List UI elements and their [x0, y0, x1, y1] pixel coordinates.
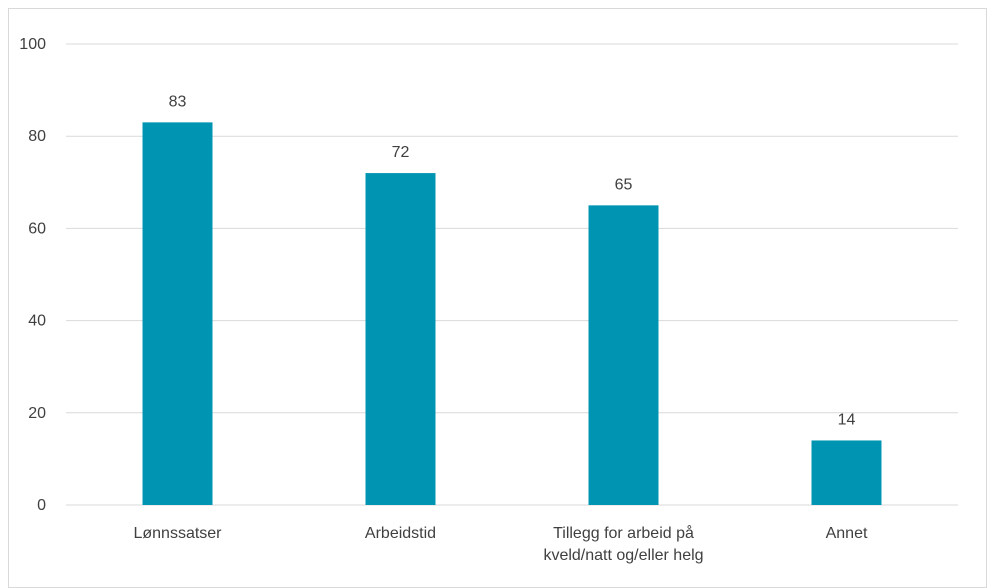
- x-tick-label-0: Lønnssatser: [133, 525, 222, 542]
- x-tick-label-1: Arbeidstid: [365, 525, 436, 542]
- y-tick-label-40: 40: [28, 313, 46, 330]
- x-axis-tick-labels: Lønnssatser Arbeidstid Tillegg for arbeid …: [133, 524, 867, 564]
- y-axis-tick-labels: 0 20 40 60 80 100: [19, 36, 46, 514]
- bar-chart: 0 20 40 60 80 100 83 72 65 14 Lønnssatser Arbeids…: [19, 36, 958, 564]
- x-tick-label-2-line-0: Tillegg for arbeid på: [553, 524, 694, 542]
- data-label-2: 65: [615, 176, 633, 193]
- y-tick-label-80: 80: [28, 128, 46, 145]
- bar-2: [588, 205, 659, 505]
- data-label-0: 83: [169, 93, 187, 110]
- bar-0: [142, 122, 213, 506]
- y-tick-label-20: 20: [28, 405, 46, 422]
- y-tick-label-60: 60: [28, 220, 46, 237]
- data-labels: 83 72 65 14: [169, 93, 856, 428]
- x-tick-label-3: Annet: [826, 525, 868, 542]
- data-label-3: 14: [838, 411, 856, 428]
- x-tick-label-2-line-1: kveld/natt og/eller helg: [543, 547, 703, 564]
- y-tick-label-100: 100: [19, 36, 46, 53]
- bars: [142, 122, 882, 506]
- gridlines: [66, 43, 958, 506]
- y-tick-label-0: 0: [37, 497, 46, 514]
- bar-1: [365, 173, 436, 505]
- bar-3: [811, 440, 882, 505]
- data-label-1: 72: [392, 144, 410, 161]
